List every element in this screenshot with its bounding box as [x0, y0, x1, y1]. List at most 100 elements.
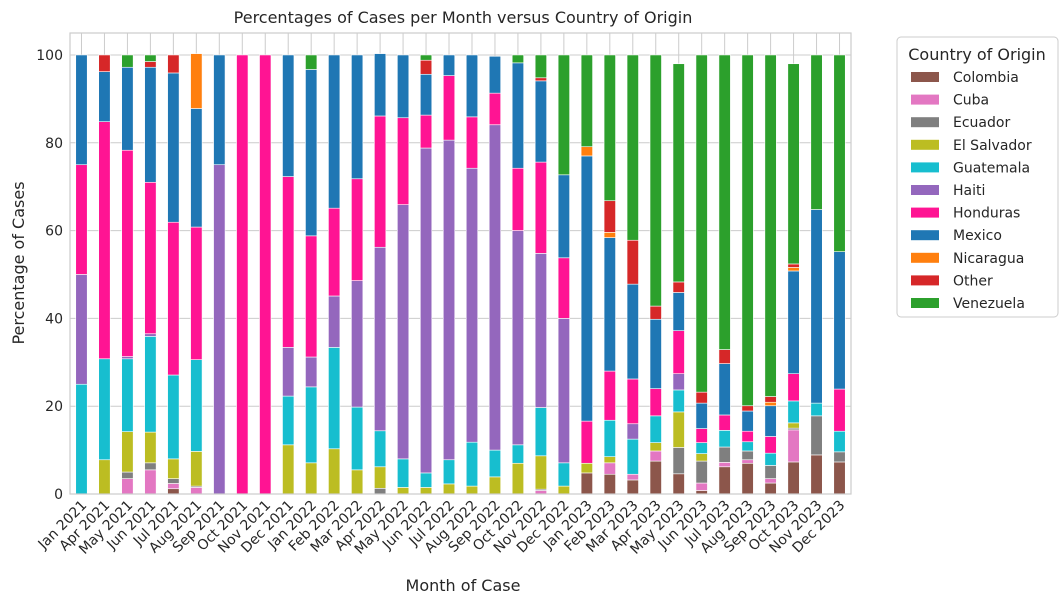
bar-segment-mexico: [397, 54, 410, 119]
y-tick-label: 100: [36, 48, 63, 64]
bar-segment-cuba: [121, 478, 134, 495]
bar-segment-other: [718, 349, 731, 364]
bar-segment-guatemala: [626, 438, 639, 475]
bar-segment-cuba: [167, 483, 180, 490]
bar-segment-el-salvador: [374, 466, 387, 489]
bar-segment-other: [534, 77, 547, 82]
bar-segment-other: [603, 200, 616, 233]
y-axis-label: Percentage of Cases: [9, 181, 28, 344]
legend-swatch: [911, 185, 939, 195]
bar-segment-ecuador: [718, 446, 731, 463]
bar-segment-honduras: [259, 54, 272, 495]
bar-segment-guatemala: [167, 374, 180, 460]
bar-segment-mexico: [75, 54, 88, 166]
bar-segment-guatemala: [557, 462, 570, 487]
bar-segment-mexico: [213, 54, 226, 166]
bar-segment-venezuela: [557, 54, 570, 176]
bar-segment-nicaragua: [603, 232, 616, 238]
bar-segment-el-salvador: [488, 476, 501, 495]
bar-segment-honduras: [741, 430, 754, 443]
bar-segment-ecuador: [833, 451, 846, 463]
bar-segment-honduras: [190, 226, 203, 360]
bar-segment-honduras: [420, 114, 433, 149]
bar-segment-nicaragua: [787, 267, 800, 272]
bar-segment-honduras: [397, 117, 410, 205]
bar-segment-honduras: [649, 388, 662, 417]
bar-segment-el-salvador: [534, 455, 547, 490]
bar-segment-mexico: [672, 292, 685, 331]
bar-segment-honduras: [764, 436, 777, 454]
bar-segment-cuba: [787, 429, 800, 463]
bar-segment-guatemala: [190, 359, 203, 452]
bar-segment-nicaragua: [190, 53, 203, 109]
bar-segment-el-salvador: [328, 448, 341, 495]
bar-segment-guatemala: [121, 358, 134, 432]
bar-segment-honduras: [442, 75, 456, 141]
bar-segment-el-salvador: [787, 422, 800, 429]
bar-segment-honduras: [328, 207, 341, 297]
bar-segment-el-salvador: [557, 485, 570, 495]
bar-segment-el-salvador: [603, 456, 616, 464]
legend-swatch: [911, 207, 939, 218]
bar-segment-el-salvador: [351, 469, 364, 495]
legend-label: Venezuela: [953, 296, 1025, 312]
bar-segment-cuba: [603, 462, 616, 475]
bar-segment-honduras: [626, 378, 639, 425]
bar-segment-haiti: [282, 347, 295, 397]
bar-segment-haiti: [305, 356, 318, 388]
bar-segment-colombia: [603, 473, 616, 495]
bar-segment-mexico: [580, 155, 593, 422]
bar-segment-honduras: [695, 428, 708, 443]
bar-segment-venezuela: [511, 54, 524, 64]
bar-segment-ecuador: [121, 471, 134, 479]
bar-segment-haiti: [213, 164, 226, 495]
bar-segment-honduras: [144, 181, 157, 335]
bar-segment-mexico: [511, 62, 524, 169]
bar-segment-other: [626, 239, 639, 285]
bar-segment-honduras: [603, 370, 616, 421]
bar-segment-ecuador: [374, 487, 387, 495]
bar-segment-venezuela: [121, 54, 134, 68]
bar-segment-colombia: [649, 460, 662, 495]
bar-segment-el-salvador: [442, 483, 456, 495]
bar-segment-haiti: [534, 253, 547, 408]
bar-segment-ecuador: [764, 465, 777, 479]
bar-segment-haiti: [351, 280, 364, 408]
bar-segment-guatemala: [282, 395, 295, 446]
bar-segment-honduras: [282, 176, 295, 348]
bar-segment-venezuela: [580, 54, 593, 148]
bar-segment-venezuela: [741, 54, 754, 407]
bar-segment-cuba: [649, 450, 662, 462]
bar-segment-mexico: [190, 108, 203, 228]
bar-segment-mexico: [420, 73, 433, 116]
bar-segment-nicaragua: [764, 401, 777, 407]
bar-segment-cuba: [764, 478, 777, 484]
bar-segment-venezuela: [787, 63, 800, 265]
bar-segment-venezuela: [649, 54, 662, 307]
bar-segment-venezuela: [603, 54, 616, 202]
bar-segment-venezuela: [695, 54, 708, 393]
bar-segment-venezuela: [672, 63, 685, 283]
bar-segment-el-salvador: [190, 451, 203, 487]
bar-segment-colombia: [672, 473, 685, 495]
legend-swatch: [911, 139, 939, 150]
bar-segment-venezuela: [420, 54, 433, 61]
bar-segment-haiti: [397, 204, 410, 460]
bar-segment-mexico: [718, 363, 731, 416]
legend-swatch: [911, 230, 939, 241]
bar-segment-honduras: [787, 373, 800, 402]
bar-segment-ecuador: [167, 478, 180, 484]
bar-segment-haiti: [144, 333, 157, 337]
bar-segment-cuba: [626, 473, 639, 481]
legend-label: Cuba: [953, 93, 989, 109]
legend-swatch: [911, 94, 939, 105]
bar-segment-honduras: [557, 257, 570, 319]
legend-label: Guatemala: [953, 160, 1030, 176]
bar-segment-mexico: [557, 174, 570, 259]
bar-segment-ecuador: [695, 460, 708, 484]
bar-segment-guatemala: [603, 419, 616, 457]
bar-segment-haiti: [420, 147, 433, 474]
legend-label: Haiti: [953, 183, 985, 199]
bar-segment-cuba: [695, 482, 708, 491]
